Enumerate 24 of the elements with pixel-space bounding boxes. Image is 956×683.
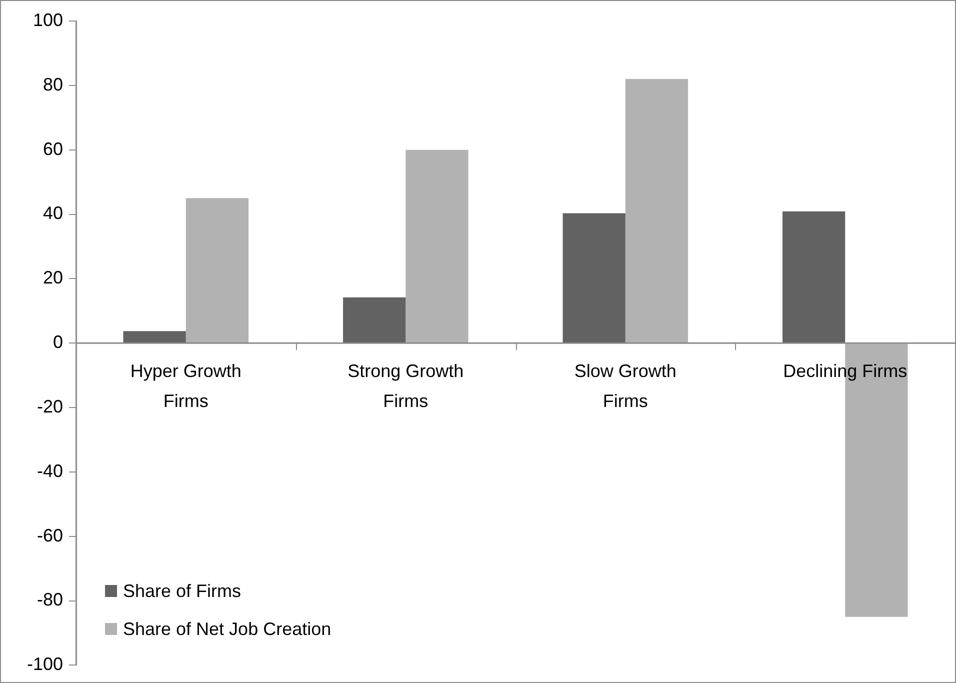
x-tick-label: Slow Growth Firms <box>574 361 676 412</box>
y-tick-label: -40 <box>37 460 64 481</box>
y-tick-label: -20 <box>37 396 64 416</box>
y-tick-label: -60 <box>37 525 64 546</box>
y-tick-label: 80 <box>42 74 64 94</box>
bar <box>562 213 626 343</box>
bar <box>782 211 846 343</box>
x-tick-label: Declining Firms <box>783 361 908 382</box>
bar <box>186 198 249 343</box>
legend-label: Share of Net Job Creation <box>123 618 332 640</box>
x-tick-label: Hyper Growth Firms <box>130 361 242 412</box>
bar <box>625 78 688 343</box>
y-tick-label: 0 <box>53 332 64 352</box>
bar <box>123 331 186 343</box>
x-tick-label: Strong Growth Firms <box>348 361 464 412</box>
y-tick-label: 60 <box>42 138 64 159</box>
y-tick-label: 20 <box>42 268 64 288</box>
bar <box>406 150 468 343</box>
bar <box>343 297 406 343</box>
y-tick-label: -100 <box>26 654 64 674</box>
y-tick-label: -80 <box>37 590 64 610</box>
y-tick-label: 100 <box>32 10 64 30</box>
y-tick-label: 40 <box>42 203 64 224</box>
legend-label: Share of Firms <box>123 580 242 602</box>
